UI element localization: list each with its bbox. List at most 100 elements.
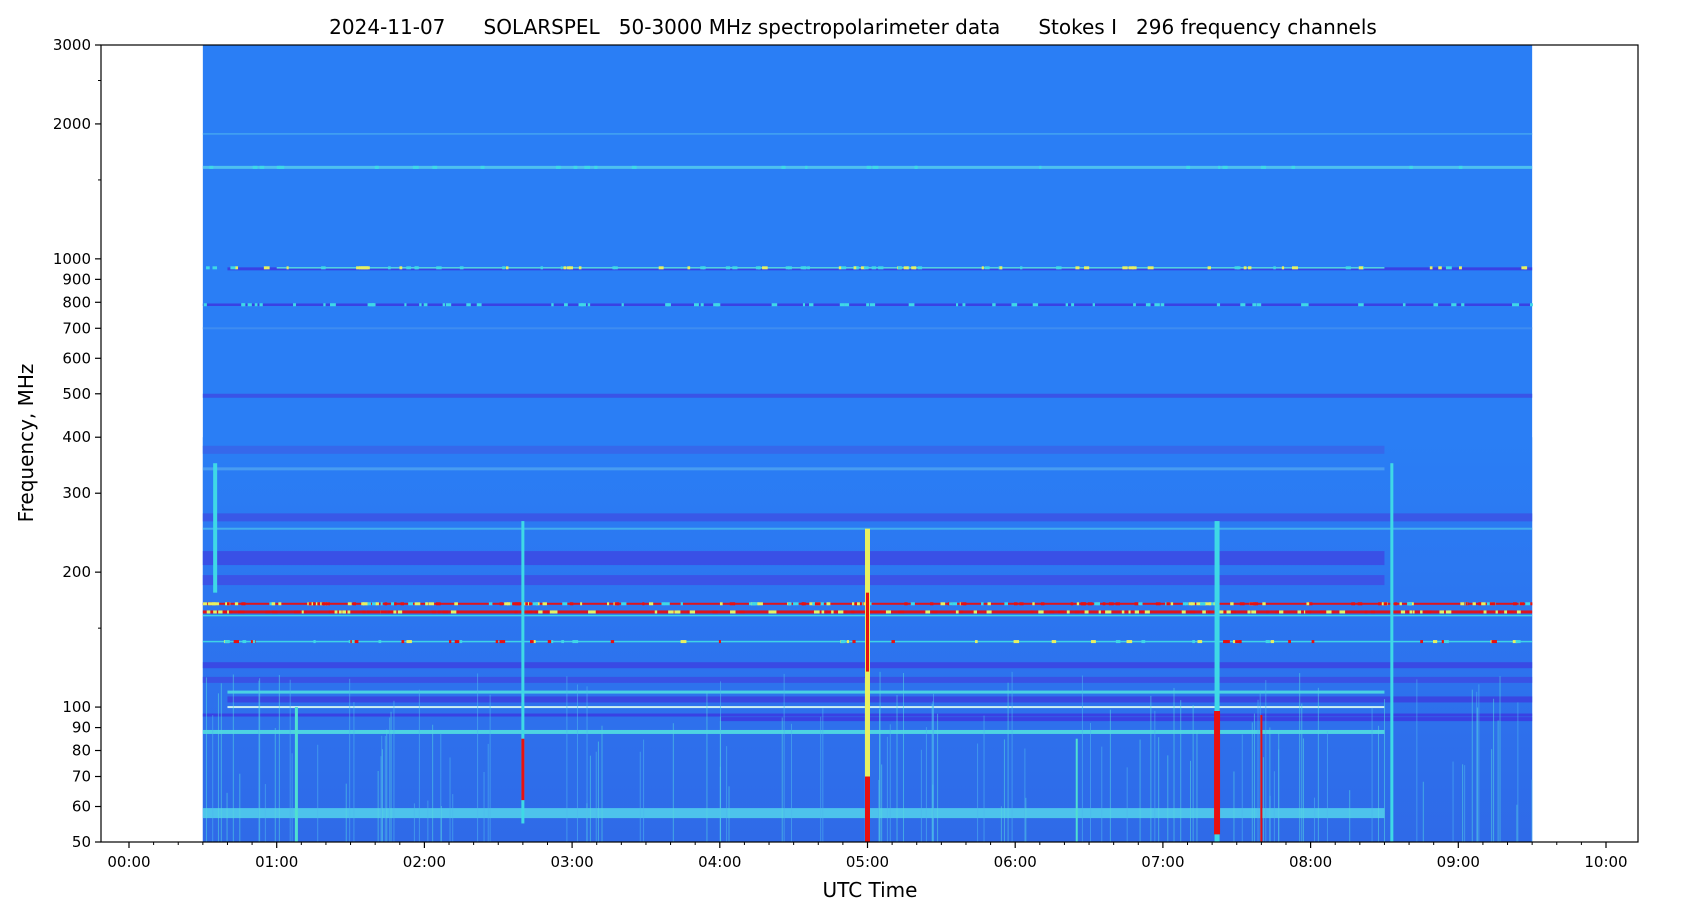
band-speckle bbox=[265, 266, 270, 270]
band-speckle bbox=[476, 303, 482, 307]
band-speckle bbox=[311, 602, 314, 606]
band-speckle bbox=[788, 602, 791, 606]
band-speckle bbox=[321, 266, 326, 270]
band-speckle bbox=[1084, 266, 1090, 270]
band-speckle bbox=[404, 303, 407, 307]
band-speckle bbox=[844, 303, 850, 307]
band-speckle bbox=[805, 165, 808, 169]
band-speckle bbox=[252, 640, 255, 644]
band-speckle bbox=[499, 640, 506, 644]
band-speckle bbox=[394, 602, 397, 606]
band-speckle bbox=[1192, 640, 1195, 644]
band-speckle bbox=[313, 640, 316, 644]
striation bbox=[449, 757, 451, 842]
band-speckle bbox=[1030, 610, 1034, 614]
frequency-band bbox=[202, 513, 1533, 522]
band-speckle bbox=[1207, 266, 1211, 270]
band-speckle bbox=[959, 610, 964, 614]
band-speckle bbox=[1013, 640, 1020, 644]
striation bbox=[879, 671, 881, 842]
x-tick-label: 08:00 bbox=[1289, 853, 1332, 871]
band-speckle bbox=[263, 266, 267, 270]
band-speckle bbox=[908, 303, 915, 307]
band-speckle bbox=[437, 610, 441, 614]
band-speckle bbox=[1065, 303, 1069, 307]
band-speckle bbox=[293, 303, 297, 307]
band-speckle bbox=[1256, 303, 1262, 307]
striation bbox=[983, 715, 985, 842]
band-speckle bbox=[1219, 610, 1224, 614]
band-speckle bbox=[1181, 610, 1186, 614]
band-speckle bbox=[1209, 602, 1212, 606]
band-speckle bbox=[342, 610, 347, 614]
band-speckle bbox=[534, 602, 538, 606]
band-speckle bbox=[668, 610, 674, 614]
frequency-band bbox=[202, 575, 1385, 586]
band-speckle bbox=[1304, 303, 1309, 307]
band-speckle bbox=[1182, 602, 1186, 606]
band-speckle bbox=[863, 266, 869, 270]
band-speckle bbox=[1420, 610, 1423, 614]
band-speckle bbox=[1402, 303, 1406, 307]
striation bbox=[1180, 700, 1182, 842]
striation bbox=[902, 673, 904, 842]
band-speckle bbox=[564, 303, 568, 307]
y-tick-label: 100 bbox=[62, 698, 91, 716]
band-speckle bbox=[1495, 610, 1498, 614]
band-speckle bbox=[1248, 266, 1252, 270]
band-speckle bbox=[369, 303, 375, 307]
band-speckle bbox=[514, 610, 518, 614]
band-speckle bbox=[334, 610, 340, 614]
band-speckle bbox=[1236, 266, 1239, 270]
band-speckle bbox=[1076, 602, 1080, 606]
band-speckle bbox=[680, 602, 683, 606]
band-speckle bbox=[400, 602, 404, 606]
band-speckle bbox=[455, 610, 459, 614]
band-speckle bbox=[1364, 610, 1368, 614]
band-speckle bbox=[419, 303, 422, 307]
band-speckle bbox=[1524, 266, 1527, 270]
band-speckle bbox=[542, 602, 547, 606]
band-speckle bbox=[975, 640, 978, 644]
band-speckle bbox=[558, 165, 561, 169]
band-speckle bbox=[1190, 602, 1195, 606]
band-speckle bbox=[1207, 610, 1211, 614]
striation bbox=[212, 715, 214, 842]
band-speckle bbox=[242, 640, 247, 644]
band-speckle bbox=[512, 602, 518, 606]
band-speckle bbox=[731, 610, 736, 614]
striation bbox=[226, 792, 228, 842]
band-speckle bbox=[878, 266, 884, 270]
striation bbox=[1422, 781, 1424, 842]
band-speckle bbox=[233, 640, 239, 644]
striation bbox=[886, 736, 888, 842]
band-speckle bbox=[770, 610, 777, 614]
striation bbox=[878, 779, 880, 842]
band-speckle bbox=[454, 640, 460, 644]
striation bbox=[1253, 713, 1255, 842]
band-speckle bbox=[753, 602, 757, 606]
band-speckle bbox=[239, 610, 245, 614]
band-speckle bbox=[1425, 610, 1432, 614]
radio-burst bbox=[521, 521, 525, 824]
band-speckle bbox=[561, 640, 565, 644]
striation bbox=[1024, 748, 1026, 842]
striation bbox=[566, 676, 568, 842]
band-speckle bbox=[729, 602, 736, 606]
band-speckle bbox=[551, 303, 554, 307]
band-speckle bbox=[917, 266, 923, 270]
band-speckle bbox=[700, 266, 705, 270]
band-speckle bbox=[1486, 602, 1493, 606]
x-tick-label: 10:00 bbox=[1584, 853, 1627, 871]
band-speckle bbox=[613, 266, 618, 270]
band-speckle bbox=[551, 610, 558, 614]
band-speckle bbox=[304, 610, 307, 614]
striation bbox=[937, 713, 939, 842]
band-speckle bbox=[1429, 266, 1433, 270]
band-speckle bbox=[1134, 602, 1140, 606]
band-speckle bbox=[406, 266, 411, 270]
band-speckle bbox=[560, 266, 563, 270]
band-speckle bbox=[538, 610, 543, 614]
band-speckle bbox=[1222, 610, 1227, 614]
